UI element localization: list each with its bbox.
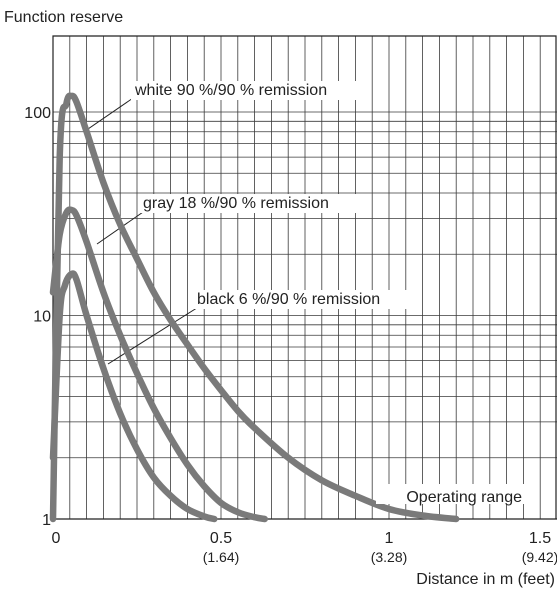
y-tick-labels: 1 10 100 bbox=[24, 105, 51, 529]
x-tick-label: 0 bbox=[52, 530, 61, 547]
series-label-bg-1 bbox=[139, 194, 371, 213]
x-tick-label: 1.5 bbox=[529, 530, 551, 547]
y-tick-label: 10 bbox=[33, 309, 51, 326]
series-line-1 bbox=[49, 206, 268, 523]
leader-line-0 bbox=[87, 95, 137, 130]
y-axis-label: Function reserve bbox=[4, 9, 123, 26]
y-tick-label: 100 bbox=[24, 105, 51, 122]
label-leaders bbox=[87, 95, 201, 365]
series-label-0: white 90 %/90 % remission bbox=[134, 82, 327, 99]
x-tick-sublabel: (1.64) bbox=[203, 549, 240, 565]
leader-line-2 bbox=[107, 305, 201, 365]
series-label-2: black 6 %/90 % remission bbox=[197, 291, 380, 308]
x-tick-label: 1 bbox=[385, 530, 394, 547]
y-tick-label: 1 bbox=[42, 512, 51, 529]
series-label-bg-2 bbox=[193, 290, 418, 309]
series-label-bg-0 bbox=[131, 81, 371, 100]
series-curves bbox=[49, 92, 460, 523]
x-tick-labels: 0 0.5 (1.64) 1 (3.28) 1.5 (9.42) bbox=[52, 530, 557, 565]
operating-range-bg bbox=[376, 484, 526, 504]
series-labels: white 90 %/90 % remission gray 18 %/90 % … bbox=[131, 81, 526, 504]
x-tick-sublabel: (3.28) bbox=[371, 549, 408, 565]
series-line-2 bbox=[49, 270, 218, 523]
series-label-1: gray 18 %/90 % remission bbox=[143, 195, 329, 212]
x-tick-label: 0.5 bbox=[210, 530, 232, 547]
operating-range-label: Operating range bbox=[406, 489, 522, 506]
grid bbox=[53, 36, 557, 519]
series-line-0 bbox=[49, 92, 460, 523]
x-axis-label: Distance in m (feet) bbox=[416, 571, 555, 588]
x-tick-sublabel: (9.42) bbox=[522, 549, 557, 565]
plot-border bbox=[52, 35, 557, 519]
